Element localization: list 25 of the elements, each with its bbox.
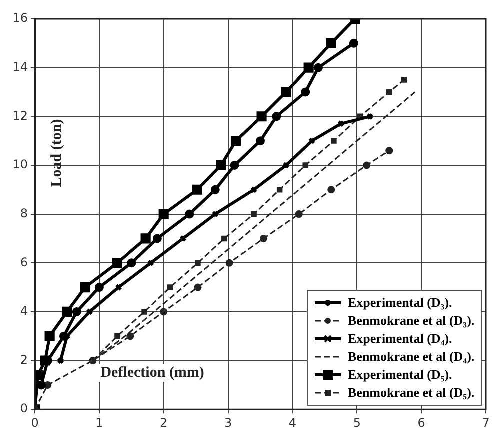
y-tick-label: 10 [12, 158, 28, 172]
legend-label: Benmokrane et al (D₄). [348, 348, 475, 366]
y-axis-title: Load (ton) [48, 119, 65, 188]
y-tick-label: 6 [20, 255, 28, 270]
y-tick-label: 4 [20, 304, 28, 318]
x-tick-label: 1 [96, 416, 104, 430]
legend-label: Benmokrane et al (D₃). [348, 312, 475, 330]
y-tick-label: 2 [20, 352, 28, 367]
x-tick-label: 5 [353, 416, 361, 430]
x-tick-label: 7 [482, 416, 490, 430]
legend-label: Experimental (D₅). [348, 366, 452, 384]
x-tick-label: 0 [31, 416, 39, 430]
legend-label: Experimental (D₄). [348, 330, 452, 348]
x-axis-title: Deflection (mm) [100, 364, 204, 381]
x-tick-label: 3 [224, 416, 232, 430]
legend-label: Benmokrane et al (D₅). [348, 384, 475, 402]
y-tick-label: 12 [12, 108, 28, 123]
x-tick-label: 6 [418, 416, 426, 430]
x-tick-label: 2 [160, 416, 168, 430]
y-tick-label: 14 [12, 60, 28, 74]
y-tick-label: 16 [12, 11, 28, 26]
y-tick-label: 0 [20, 402, 28, 416]
x-tick-label: 4 [288, 416, 297, 430]
legend-label: Experimental (D₃). [348, 294, 452, 312]
y-tick-label: 8 [20, 206, 28, 220]
